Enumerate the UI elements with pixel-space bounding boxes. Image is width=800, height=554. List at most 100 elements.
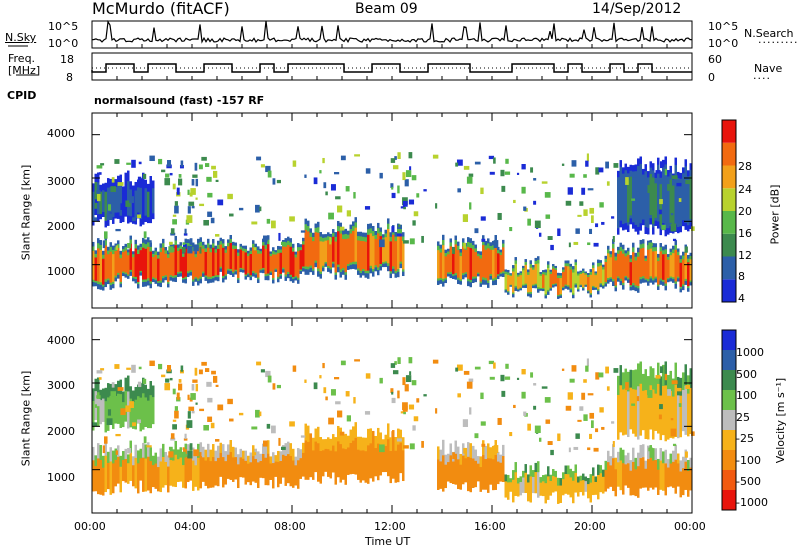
velocity-echo-cell xyxy=(324,448,327,472)
power-echo-cell xyxy=(629,176,632,216)
velocity-speckle xyxy=(292,365,297,372)
velocity-echo-cell xyxy=(604,460,607,472)
power-echo-cell xyxy=(194,257,197,278)
velocity-speckle xyxy=(217,404,224,411)
velocity-echo-cell xyxy=(547,476,550,500)
velocity-speckle xyxy=(390,388,394,393)
power-echo-cell xyxy=(99,191,102,215)
velocity-speckle xyxy=(568,447,571,453)
power-echo-cell xyxy=(552,268,555,284)
velocity-speckle xyxy=(190,393,196,400)
power-echo-cell xyxy=(127,255,130,275)
power-echo-cell xyxy=(339,233,342,270)
velocity-echo-cell xyxy=(444,464,447,489)
velocity-speckle xyxy=(523,411,527,416)
power-echo-layer xyxy=(92,152,695,299)
power-speckle xyxy=(423,189,427,192)
velocity-colorbar-segment xyxy=(722,470,736,490)
power-colorbar-segment xyxy=(722,279,736,302)
velocity-echo-cell xyxy=(304,423,307,444)
velocity-echo-cell xyxy=(624,368,627,392)
velocity-echo-cell xyxy=(449,443,452,458)
power-speckle xyxy=(111,177,115,183)
power-echo-cell xyxy=(512,271,515,293)
power-echo-cell xyxy=(622,253,625,283)
velocity-echo-cell xyxy=(167,455,170,469)
velocity-echo-cell xyxy=(377,443,380,481)
velocity-speckle xyxy=(107,409,112,416)
velocity-echo-cell xyxy=(139,458,142,481)
velocity-speckle xyxy=(110,391,117,397)
velocity-speckle xyxy=(132,422,137,427)
velocity-speckle xyxy=(379,444,385,453)
power-speckle xyxy=(664,168,668,176)
velocity-speckle xyxy=(345,391,350,397)
velocity-echo-cell xyxy=(584,476,587,482)
velocity-echo-cell xyxy=(289,456,292,487)
velocity-speckle xyxy=(319,375,322,379)
velocity-echo-cell xyxy=(622,463,625,495)
power-speckle xyxy=(187,189,190,195)
power-echo-cell xyxy=(494,245,497,278)
velocity-echo-cell xyxy=(477,456,480,465)
power-speckle xyxy=(452,247,455,254)
velocity-echo-cell xyxy=(229,439,232,454)
power-echo-cell xyxy=(199,246,202,277)
power-speckle xyxy=(575,228,580,234)
power-speckle xyxy=(585,160,589,167)
velocity-echo-cell xyxy=(644,468,647,488)
velocity-echo-cell xyxy=(507,482,510,500)
velocity-speckle xyxy=(408,404,415,410)
velocity-echo-cell xyxy=(152,385,155,400)
velocity-echo-cell xyxy=(104,440,107,459)
power-speckle xyxy=(198,164,203,170)
power-speckle xyxy=(170,228,175,234)
power-speckle xyxy=(199,247,202,254)
power-echo-cell xyxy=(237,255,240,278)
power-echo-cell xyxy=(437,250,440,279)
velocity-echo-cell xyxy=(342,448,345,480)
power-speckle xyxy=(421,235,424,243)
velocity-echo-cell xyxy=(667,459,670,469)
velocity-colorbar-segment xyxy=(722,390,736,410)
velocity-speckle xyxy=(404,384,409,392)
velocity-echo-cell xyxy=(537,472,540,498)
velocity-speckle xyxy=(206,381,212,387)
power-speckle xyxy=(354,154,361,157)
power-speckle xyxy=(335,196,341,200)
velocity-echo-cell xyxy=(504,474,507,483)
power-echo-cell xyxy=(612,248,615,279)
power-echo-cell xyxy=(547,267,550,290)
power-speckle xyxy=(504,171,511,175)
power-speckle xyxy=(493,240,499,248)
power-echo-cell xyxy=(217,248,220,276)
velocity-echo-cell xyxy=(447,462,450,482)
velocity-speckle xyxy=(586,358,589,367)
power-speckle xyxy=(195,178,199,187)
velocity-echo-cell xyxy=(287,454,290,484)
power-echo-cell xyxy=(587,277,590,291)
power-echo-cell xyxy=(659,251,662,279)
velocity-echo-cell xyxy=(622,391,625,436)
velocity-echo-cell xyxy=(344,433,347,452)
velocity-echo-cell xyxy=(532,470,535,479)
velocity-echo-cell xyxy=(124,448,127,461)
power-echo-cell xyxy=(562,271,565,287)
velocity-speckle xyxy=(534,425,541,434)
power-speckle xyxy=(466,176,473,184)
velocity-echo-cell xyxy=(102,398,105,422)
power-echo-cell xyxy=(662,254,665,280)
power-echo-cell xyxy=(617,183,620,226)
velocity-echo-cell xyxy=(532,476,535,494)
velocity-echo-cell xyxy=(649,445,652,460)
velocity-speckle xyxy=(423,394,427,397)
power-speckle xyxy=(137,214,141,219)
power-speckle xyxy=(201,156,207,161)
power-echo-cell xyxy=(349,233,352,263)
velocity-echo-cell xyxy=(102,467,105,496)
velocity-speckle xyxy=(611,421,615,424)
velocity-echo-cell xyxy=(542,475,545,483)
power-cb-label: Power [dB] xyxy=(768,184,782,245)
velocity-echo-cell xyxy=(469,457,472,493)
velocity-speckle xyxy=(463,447,467,454)
